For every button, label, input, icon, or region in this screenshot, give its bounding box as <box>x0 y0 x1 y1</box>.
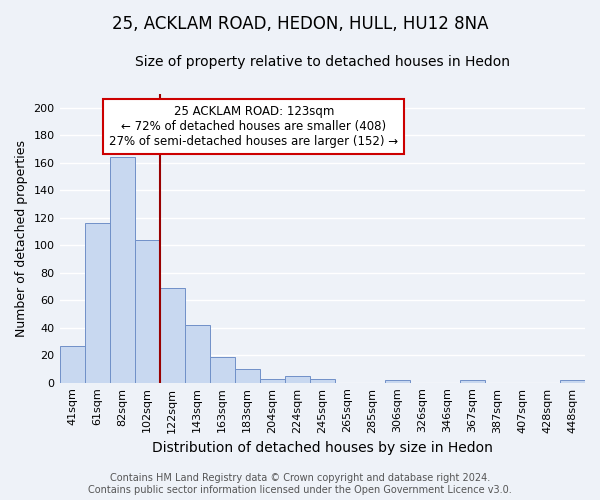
Bar <box>385 380 410 382</box>
Bar <box>235 369 260 382</box>
Bar <box>134 240 160 382</box>
Bar <box>560 380 585 382</box>
Bar <box>185 325 209 382</box>
Bar <box>310 378 335 382</box>
Text: 25, ACKLAM ROAD, HEDON, HULL, HU12 8NA: 25, ACKLAM ROAD, HEDON, HULL, HU12 8NA <box>112 15 488 33</box>
Bar <box>260 378 285 382</box>
Bar <box>209 356 235 382</box>
Text: Contains HM Land Registry data © Crown copyright and database right 2024.
Contai: Contains HM Land Registry data © Crown c… <box>88 474 512 495</box>
Title: Size of property relative to detached houses in Hedon: Size of property relative to detached ho… <box>135 55 510 69</box>
Y-axis label: Number of detached properties: Number of detached properties <box>15 140 28 336</box>
Bar <box>160 288 185 382</box>
X-axis label: Distribution of detached houses by size in Hedon: Distribution of detached houses by size … <box>152 441 493 455</box>
Bar <box>85 223 110 382</box>
Bar <box>460 380 485 382</box>
Text: 25 ACKLAM ROAD: 123sqm
← 72% of detached houses are smaller (408)
27% of semi-de: 25 ACKLAM ROAD: 123sqm ← 72% of detached… <box>109 106 398 148</box>
Bar <box>285 376 310 382</box>
Bar <box>59 346 85 383</box>
Bar <box>110 157 134 382</box>
